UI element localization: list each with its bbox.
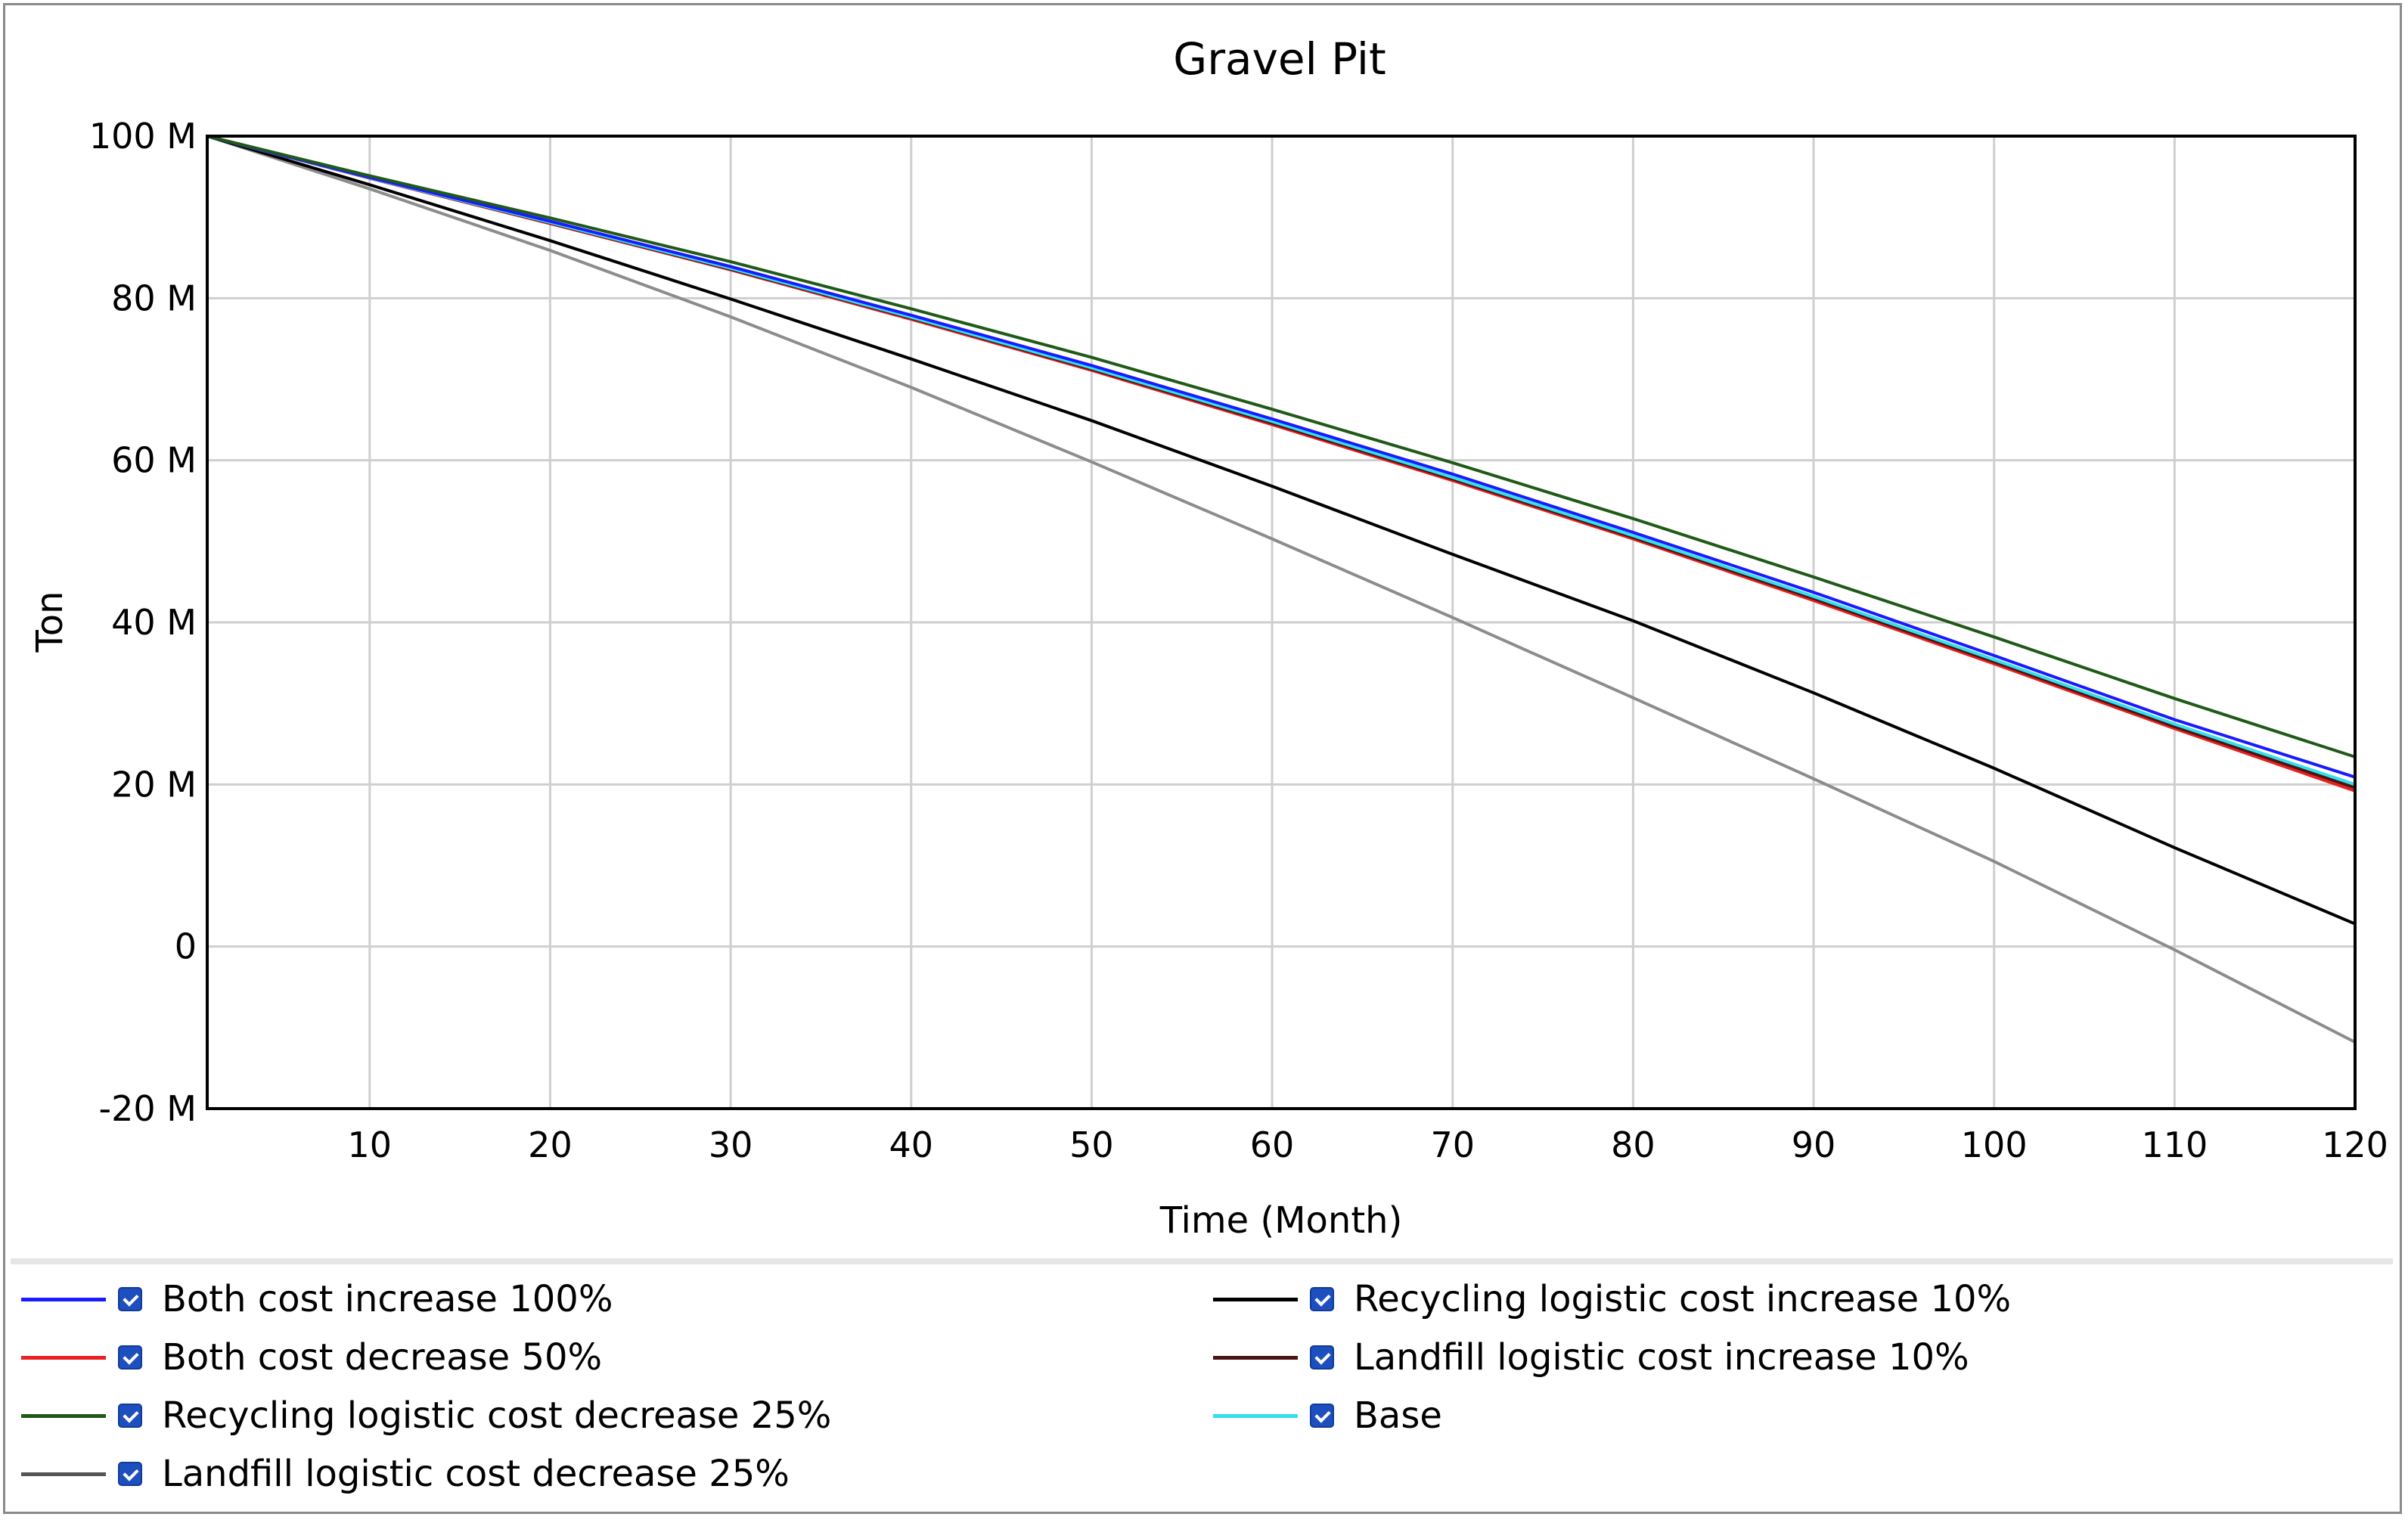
legend-label: Both cost increase 100% <box>162 1278 613 1320</box>
x-tick-label: 120 <box>2322 1124 2388 1165</box>
x-tick-label: 30 <box>709 1124 753 1165</box>
legend-label: Recycling logistic cost decrease 25% <box>162 1394 832 1437</box>
x-tick-label: 40 <box>889 1124 933 1165</box>
y-tick-label: -20 M <box>99 1088 197 1129</box>
y-tick-label: 40 M <box>111 602 197 643</box>
x-tick-label: 90 <box>1792 1124 1836 1165</box>
legend-separator <box>11 1258 2393 1264</box>
grid <box>207 136 2355 1109</box>
x-tick-label: 70 <box>1430 1124 1475 1165</box>
series-line-both-cost-increase-100 <box>206 135 2357 779</box>
y-tick-label: 60 M <box>111 440 197 481</box>
legend-line-swatch <box>21 1297 106 1301</box>
legend-item-landfill-logistic-cost-decrease-25[interactable]: Landfill logistic cost decrease 25% <box>21 1445 790 1503</box>
legend-item-recycling-logistic-cost-increase-10[interactable]: Recycling logistic cost increase 10% <box>1213 1270 2011 1328</box>
x-tick-label: 60 <box>1250 1124 1295 1165</box>
x-axis-ticks: 10 20 30 40 50 60 70 80 90 100 110 120 <box>348 1124 2388 1165</box>
legend-checkbox[interactable] <box>1310 1345 1334 1370</box>
y-axis-ticks: 100 M 80 M 60 M 40 M 20 M 0 -20 M <box>89 116 197 1129</box>
x-tick-label: 80 <box>1611 1124 1656 1165</box>
legend-checkbox[interactable] <box>118 1404 142 1428</box>
y-tick-label: 20 M <box>111 764 197 805</box>
y-tick-label: 100 M <box>89 116 197 157</box>
y-tick-label: 80 M <box>111 278 197 318</box>
legend-item-landfill-logistic-cost-increase-10[interactable]: Landfill logistic cost increase 10% <box>1213 1329 1969 1386</box>
legend-label: Landfill logistic cost increase 10% <box>1354 1336 1969 1379</box>
legend-label: Landfill logistic cost decrease 25% <box>162 1453 790 1495</box>
legend-label: Base <box>1354 1394 1442 1437</box>
legend-item-base[interactable]: Base <box>1213 1387 1442 1444</box>
legend-checkbox[interactable] <box>1310 1287 1334 1311</box>
x-axis-title: Time (Month) <box>1159 1199 1403 1242</box>
y-tick-label: 0 <box>175 926 197 967</box>
series-line-recycling-logistic-cost-increase-10 <box>206 135 2357 926</box>
legend-label: Recycling logistic cost increase 10% <box>1354 1278 2012 1320</box>
legend-line-swatch <box>21 1472 106 1476</box>
series-line-landfill-logistic-cost-decrease-25 <box>206 135 2357 1044</box>
series-layer <box>206 135 2357 1044</box>
chart-title: Gravel Pit <box>1173 33 1386 85</box>
x-tick-label: 50 <box>1069 1124 1114 1165</box>
chart-frame <box>3 3 2402 1514</box>
x-tick-label: 110 <box>2141 1124 2208 1165</box>
legend-checkbox[interactable] <box>1310 1404 1334 1428</box>
legend-line-swatch <box>21 1413 106 1418</box>
legend-item-recycling-logistic-cost-decrease-25[interactable]: Recycling logistic cost decrease 25% <box>21 1387 831 1444</box>
legend-label: Both cost decrease 50% <box>162 1336 603 1379</box>
legend-checkbox[interactable] <box>118 1287 142 1311</box>
legend-line-swatch <box>21 1355 106 1360</box>
plot-area-border <box>206 135 2357 1110</box>
x-tick-label: 20 <box>528 1124 573 1165</box>
chart: Gravel Pit 100 M 80 M 60 M 40 M 20 M 0 -20 M 1… <box>29 33 2388 1242</box>
legend-line-swatch <box>1213 1297 1298 1301</box>
y-axis-title: Ton <box>29 591 71 653</box>
x-tick-label: 10 <box>348 1124 393 1165</box>
legend-checkbox[interactable] <box>118 1462 142 1486</box>
legend-checkbox[interactable] <box>118 1345 142 1370</box>
legend-item-both-cost-decrease-50[interactable]: Both cost decrease 50% <box>21 1329 602 1386</box>
legend-item-both-cost-increase-100[interactable]: Both cost increase 100% <box>21 1270 613 1328</box>
x-tick-label: 100 <box>1961 1124 2028 1165</box>
legend-line-swatch <box>1213 1355 1298 1360</box>
series-line-recycling-logistic-cost-decrease-25 <box>206 135 2357 758</box>
legend-line-swatch <box>1213 1413 1298 1418</box>
legend: Both cost increase 100% Both cost decrea… <box>11 1270 2393 1512</box>
